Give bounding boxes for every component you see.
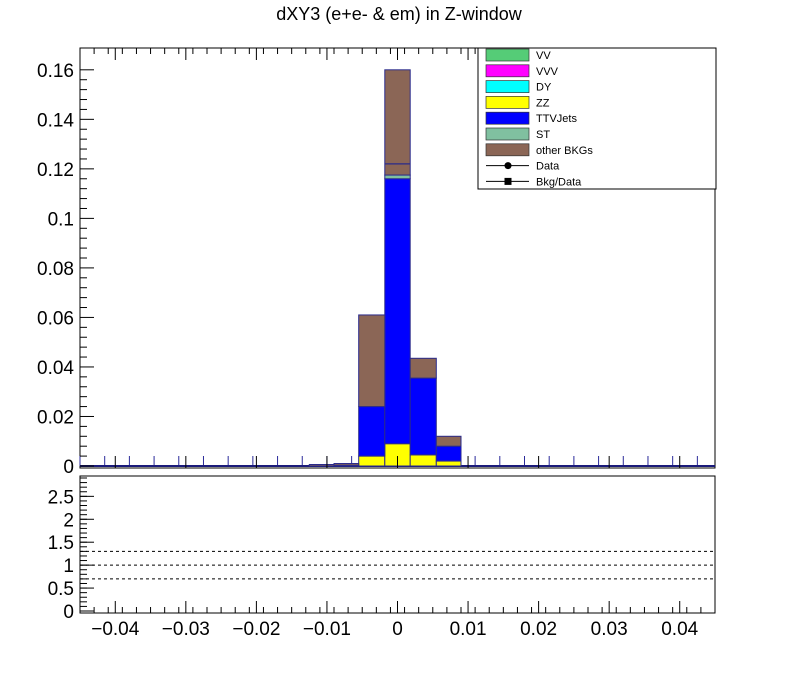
bar-other-bkgs <box>409 357 437 379</box>
legend-label: Bkg/Data <box>536 176 582 188</box>
legend-data-marker <box>504 162 512 170</box>
ratio-y-tick-label: 0 <box>63 602 74 623</box>
ratio-y-tick-label: 0.5 <box>48 579 74 600</box>
y-tick-label: 0.02 <box>37 407 74 428</box>
bar-ttvjets <box>409 377 437 456</box>
bar-other-bkgs <box>333 463 360 466</box>
legend-label: Data <box>536 161 560 173</box>
y-tick-label: 0.06 <box>37 308 74 329</box>
ratio-plot-frame <box>79 475 716 614</box>
legend-swatch <box>485 48 530 62</box>
bar-zz <box>435 460 462 467</box>
chart-title: dXY3 (e+e- & em) in Z-window <box>276 4 522 24</box>
legend-swatch <box>485 111 530 125</box>
y-tick-label: 0.16 <box>37 61 74 82</box>
x-tick-label: −0.04 <box>91 619 140 640</box>
x-tick-label: 0.02 <box>520 619 557 640</box>
legend-label: VVV <box>536 66 559 78</box>
legend-label: ST <box>536 129 550 141</box>
y-tick-label: 0.1 <box>48 209 74 230</box>
x-tick-label: 0.04 <box>661 619 698 640</box>
legend-label: DY <box>536 82 552 94</box>
bar-other-bkgs <box>358 314 386 408</box>
bar-ttvjets <box>384 178 411 445</box>
bar-zz <box>409 454 437 467</box>
y-tick-label: 0 <box>63 457 74 478</box>
ratio-y-tick-label: 1 <box>63 556 74 577</box>
bar-ttvjets <box>358 406 386 457</box>
ratio-y-tick-label: 1.5 <box>48 533 74 554</box>
legend-swatch <box>485 64 530 78</box>
bar-ttvjets <box>435 445 462 462</box>
y-tick-label: 0.14 <box>37 110 74 131</box>
legend-label: TTVJets <box>536 113 577 125</box>
x-tick-label: 0 <box>392 619 403 640</box>
legend-swatch <box>485 96 530 109</box>
ratio-y-tick-label: 2 <box>63 510 74 531</box>
x-tick-label: 0.01 <box>450 619 487 640</box>
bar-zz <box>358 455 386 467</box>
bar-other-bkgs <box>384 69 411 176</box>
legend-label: VV <box>536 50 551 62</box>
legend-swatch <box>485 143 530 157</box>
y-tick-label: 0.04 <box>37 358 74 379</box>
legend-label: other BKGs <box>536 145 593 157</box>
x-tick-label: −0.01 <box>303 619 351 640</box>
ratio-y-tick-label: 2.5 <box>48 487 74 508</box>
y-tick-label: 0.12 <box>37 160 74 181</box>
legend-swatch <box>485 127 530 141</box>
legend-ratio-marker <box>504 177 512 185</box>
bar-st <box>384 174 411 180</box>
bar-other-bkgs <box>435 435 462 447</box>
x-tick-label: 0.03 <box>591 619 628 640</box>
bar-other-bkgs <box>308 464 335 467</box>
legend-swatch <box>485 80 530 93</box>
y-tick-label: 0.08 <box>37 259 74 280</box>
x-tick-label: −0.02 <box>232 619 280 640</box>
legend-label: ZZ <box>536 97 550 109</box>
x-tick-label: −0.03 <box>162 619 210 640</box>
